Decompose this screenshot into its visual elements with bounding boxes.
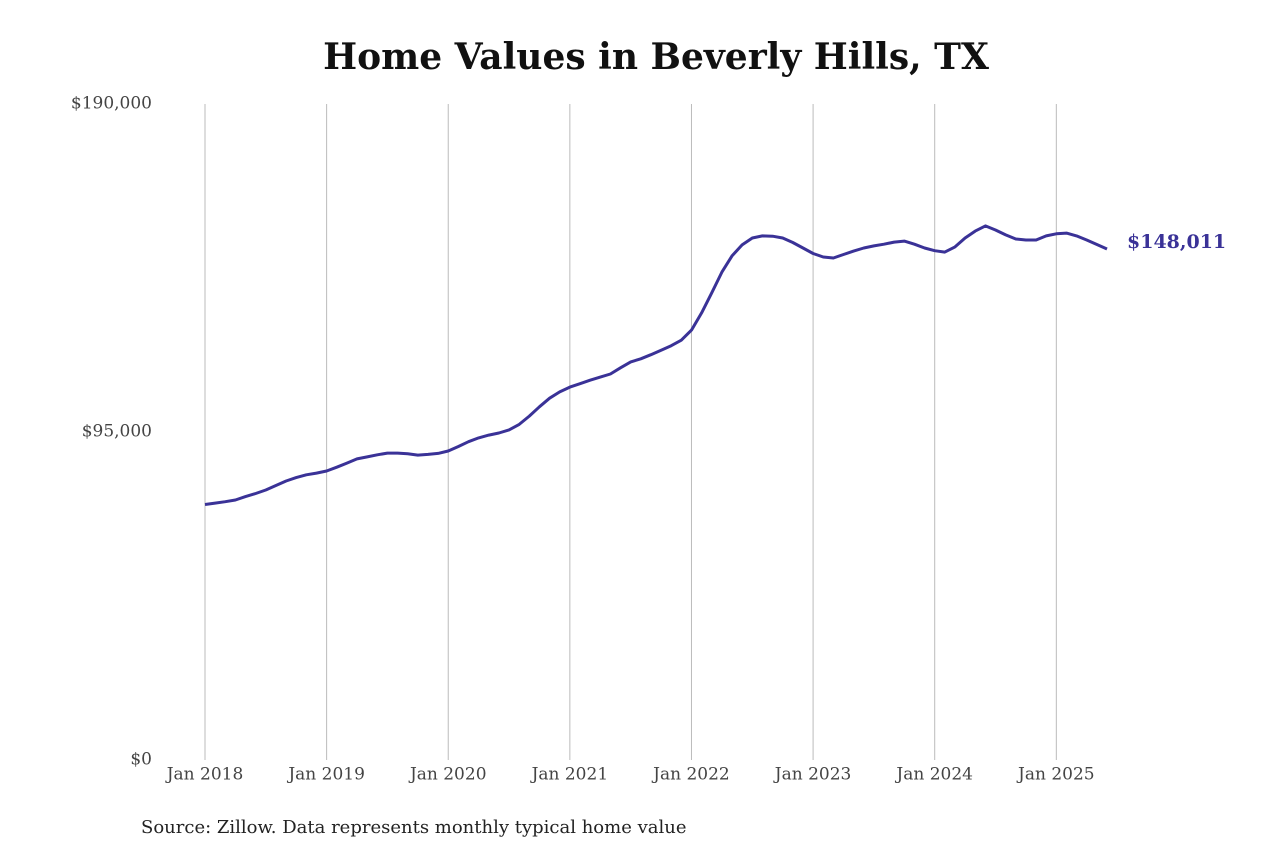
- y-tick-label: $95,000: [82, 422, 152, 442]
- x-tick-label: Jan 2022: [651, 765, 730, 785]
- y-tick-label: $0: [130, 750, 152, 770]
- x-tick-label: Jan 2019: [286, 765, 365, 785]
- x-tick-label: Jan 2023: [773, 765, 852, 785]
- line: [204, 224, 1108, 506]
- x-tick-label: Jan 2024: [894, 765, 973, 785]
- end-value-label: $148,011: [1127, 231, 1226, 253]
- source-note: Source: Zillow. Data represents monthly …: [141, 817, 687, 838]
- x-tick-label: Jan 2021: [530, 765, 609, 785]
- x-tick-label: Jan 2020: [408, 765, 487, 785]
- y-tick-label: $190,000: [71, 94, 152, 114]
- chart-title: Home Values in Beverly Hills, TX: [323, 36, 989, 78]
- x-tick-label: Jan 2025: [1016, 765, 1095, 785]
- x-tick-label: Jan 2018: [165, 765, 244, 785]
